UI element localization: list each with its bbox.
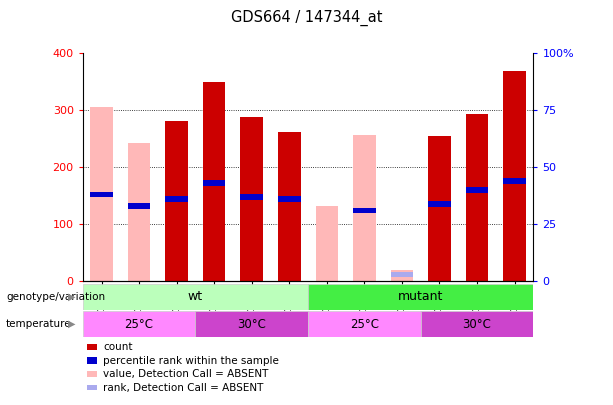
Bar — [87, 357, 97, 364]
Bar — [166, 122, 188, 281]
Bar — [87, 344, 97, 350]
Text: 30°C: 30°C — [237, 318, 266, 331]
Text: 25°C: 25°C — [350, 318, 379, 331]
Text: ▶: ▶ — [68, 319, 75, 329]
Bar — [466, 187, 488, 193]
Text: ▶: ▶ — [68, 292, 75, 302]
Text: percentile rank within the sample: percentile rank within the sample — [103, 356, 279, 366]
Bar — [428, 201, 451, 207]
Bar — [128, 203, 150, 209]
Text: GDS664 / 147344_at: GDS664 / 147344_at — [230, 10, 383, 26]
Bar — [83, 311, 196, 337]
Bar — [203, 82, 226, 281]
Text: wt: wt — [188, 290, 203, 303]
Bar — [90, 192, 113, 197]
Bar — [203, 180, 226, 186]
Text: genotype/variation: genotype/variation — [6, 292, 105, 302]
Bar — [278, 132, 300, 281]
Bar — [390, 270, 413, 281]
Bar — [353, 208, 376, 213]
Bar — [128, 143, 150, 281]
Bar — [421, 311, 533, 337]
Bar — [308, 284, 533, 310]
Text: rank, Detection Call = ABSENT: rank, Detection Call = ABSENT — [103, 383, 264, 393]
Bar — [87, 371, 97, 377]
Bar — [308, 311, 421, 337]
Text: count: count — [103, 342, 132, 352]
Text: temperature: temperature — [6, 319, 72, 329]
Bar — [166, 196, 188, 202]
Text: 30°C: 30°C — [463, 318, 492, 331]
Text: mutant: mutant — [398, 290, 443, 303]
Bar — [90, 107, 113, 281]
Bar — [353, 135, 376, 281]
Bar — [83, 284, 308, 310]
Bar — [196, 311, 308, 337]
Bar — [503, 71, 526, 281]
Bar — [503, 178, 526, 183]
Bar — [240, 117, 263, 281]
Bar — [240, 194, 263, 200]
Text: value, Detection Call = ABSENT: value, Detection Call = ABSENT — [103, 369, 268, 379]
Bar — [428, 136, 451, 281]
Text: 25°C: 25°C — [124, 318, 154, 331]
Bar — [87, 385, 97, 391]
Bar — [466, 115, 488, 281]
Bar — [278, 196, 300, 202]
Bar — [390, 272, 413, 277]
Bar — [316, 206, 338, 281]
